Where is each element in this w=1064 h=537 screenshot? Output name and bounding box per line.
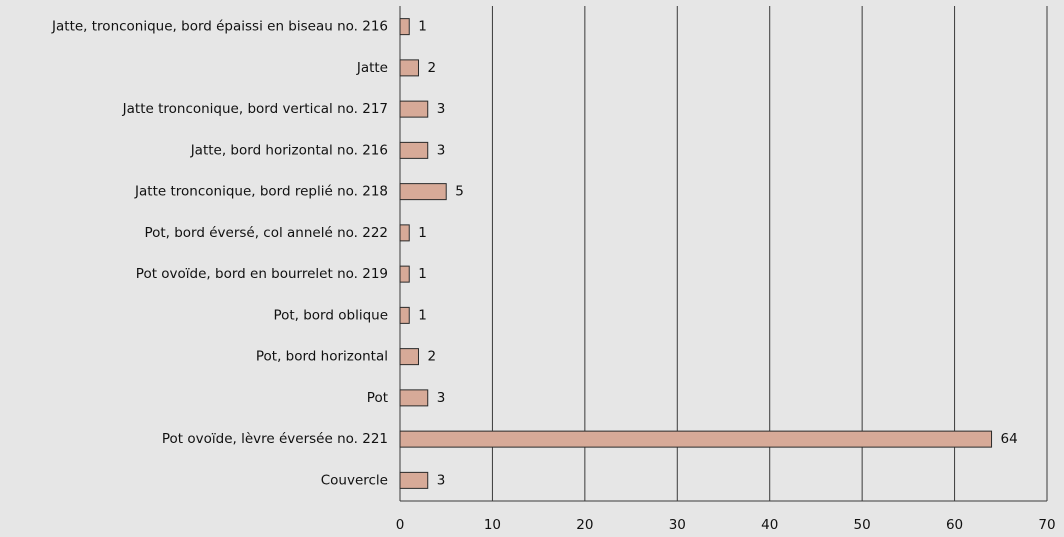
x-tick-label: 30 <box>669 517 686 533</box>
data-label: 1 <box>418 19 427 35</box>
bar <box>399 306 410 324</box>
data-label: 1 <box>418 225 427 241</box>
data-label: 2 <box>427 60 436 76</box>
x-tick-label: 70 <box>1038 517 1055 533</box>
x-tick-label: 20 <box>576 517 593 533</box>
y-tick-label: Jatte tronconique, bord vertical no. 217 <box>122 101 388 117</box>
data-label: 1 <box>418 266 427 282</box>
data-label: 64 <box>1001 431 1018 447</box>
data-label: 2 <box>427 349 436 365</box>
data-label: 1 <box>418 307 427 323</box>
y-tick-label: Jatte, bord horizontal no. 216 <box>190 142 388 158</box>
y-tick-label: Pot <box>367 390 388 406</box>
y-tick-label: Pot ovoïde, bord en bourrelet no. 219 <box>136 266 388 282</box>
x-tick-label: 60 <box>946 517 963 533</box>
y-tick-label: Pot, bord éversé, col annelé no. 222 <box>144 225 388 241</box>
x-tick-label: 50 <box>854 517 871 533</box>
y-tick-label: Pot, bord oblique <box>273 307 388 323</box>
bar <box>399 18 410 36</box>
y-tick-label: Jatte <box>356 60 388 76</box>
y-tick-label: Jatte, tronconique, bord épaissi en bise… <box>51 19 388 35</box>
x-tick-label: 40 <box>761 517 778 533</box>
data-label: 3 <box>437 472 446 488</box>
y-tick-label: Pot, bord horizontal <box>256 349 388 365</box>
data-label: 5 <box>455 184 464 200</box>
y-tick-label: Jatte tronconique, bord replié no. 218 <box>134 184 388 200</box>
bar <box>399 100 429 118</box>
bar <box>399 141 429 159</box>
bar <box>399 265 410 283</box>
x-tick-label: 0 <box>396 517 405 533</box>
bar <box>399 183 447 201</box>
bar <box>399 471 429 489</box>
bar <box>399 389 429 407</box>
y-tick-label: Pot ovoïde, lèvre éversée no. 221 <box>162 431 388 447</box>
bar <box>399 348 419 366</box>
x-tick-label: 10 <box>484 517 501 533</box>
data-label: 3 <box>437 390 446 406</box>
data-label: 3 <box>437 142 446 158</box>
bar <box>399 59 419 77</box>
data-label: 3 <box>437 101 446 117</box>
bar <box>399 224 410 242</box>
y-tick-label: Couvercle <box>321 472 388 488</box>
bar <box>399 430 993 448</box>
